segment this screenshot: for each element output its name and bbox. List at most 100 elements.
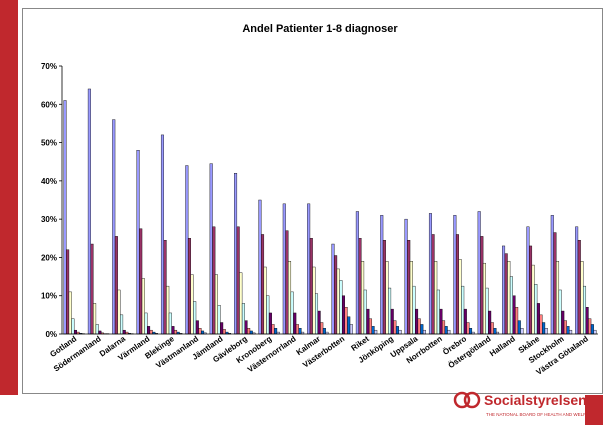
bar <box>461 285 465 335</box>
y-tick-label: 70% <box>41 62 57 71</box>
bar <box>442 320 446 335</box>
bar <box>534 284 538 335</box>
y-tick-label: 0% <box>45 330 57 339</box>
logo-mark <box>453 391 471 409</box>
bar <box>87 88 91 335</box>
bar <box>490 322 494 335</box>
bar <box>217 305 221 335</box>
bar <box>222 329 226 335</box>
bar <box>174 329 178 335</box>
bar <box>114 236 118 335</box>
bar <box>580 261 584 335</box>
bar <box>298 328 302 335</box>
bar <box>428 213 432 335</box>
bar <box>526 226 530 335</box>
bar <box>347 316 351 335</box>
bar <box>198 328 202 335</box>
bar <box>314 293 319 335</box>
bar <box>447 329 451 335</box>
y-tick-label: 20% <box>41 253 57 262</box>
bar <box>247 328 251 335</box>
bar <box>166 285 170 335</box>
bar <box>380 215 384 335</box>
bar <box>409 261 413 335</box>
bar <box>536 303 540 335</box>
bar <box>463 308 467 335</box>
bar <box>404 218 408 335</box>
bar <box>439 308 443 335</box>
bar <box>588 318 592 335</box>
bar <box>458 259 462 335</box>
bar <box>349 324 353 335</box>
bar <box>309 238 313 335</box>
bar <box>244 320 248 335</box>
y-tick-label: 40% <box>41 177 57 186</box>
bar <box>249 330 253 335</box>
bar <box>193 301 197 335</box>
bar <box>282 203 286 335</box>
bar <box>531 264 535 335</box>
bar <box>395 326 399 335</box>
bar <box>288 261 292 335</box>
bar <box>93 303 97 335</box>
bar <box>234 172 238 335</box>
bar <box>341 295 346 335</box>
logo-tagline: THE NATIONAL BOARD OF HEALTH AND WELFARE <box>486 412 595 417</box>
bar <box>268 312 272 335</box>
bar <box>336 268 340 335</box>
bar <box>455 234 459 335</box>
bar <box>415 308 419 335</box>
bar <box>271 324 275 335</box>
bar <box>385 261 389 335</box>
corner-block <box>585 395 603 425</box>
bar <box>482 262 486 335</box>
bar <box>274 328 278 335</box>
bar <box>112 119 116 335</box>
bar <box>322 328 326 335</box>
bar <box>295 324 299 335</box>
bar <box>550 215 554 335</box>
bar <box>529 245 533 335</box>
bar <box>147 326 151 335</box>
bar <box>566 326 570 335</box>
bar <box>444 326 448 335</box>
bar <box>201 330 205 335</box>
bar <box>209 163 213 335</box>
bar <box>466 322 470 335</box>
bar <box>590 324 594 335</box>
bar <box>393 320 397 335</box>
bar <box>149 329 153 335</box>
bar <box>293 312 297 335</box>
bar <box>485 287 489 335</box>
bar <box>577 239 581 335</box>
bar <box>168 312 172 335</box>
bar <box>120 314 124 335</box>
bar <box>344 307 348 335</box>
bar <box>488 310 492 335</box>
bar <box>320 322 324 335</box>
bar <box>98 330 102 335</box>
bar <box>63 100 67 335</box>
bar <box>331 243 335 335</box>
bar <box>141 278 145 335</box>
bar <box>190 274 194 335</box>
bar <box>214 274 218 335</box>
bar <box>95 324 99 335</box>
bar <box>361 261 365 335</box>
bar <box>434 261 438 335</box>
bar <box>363 289 367 335</box>
bar <box>561 310 565 335</box>
bar <box>509 276 513 335</box>
bar <box>553 232 557 335</box>
bar <box>582 285 587 335</box>
bar <box>477 211 481 335</box>
chart-title: Andel Patienter 1-8 diagnoser <box>242 23 398 35</box>
y-tick-label: 50% <box>41 139 57 148</box>
y-tick-label: 60% <box>41 100 57 109</box>
bar <box>388 287 392 335</box>
bar <box>469 328 473 335</box>
bar <box>73 329 78 335</box>
bar <box>355 211 359 335</box>
bar <box>368 318 372 335</box>
